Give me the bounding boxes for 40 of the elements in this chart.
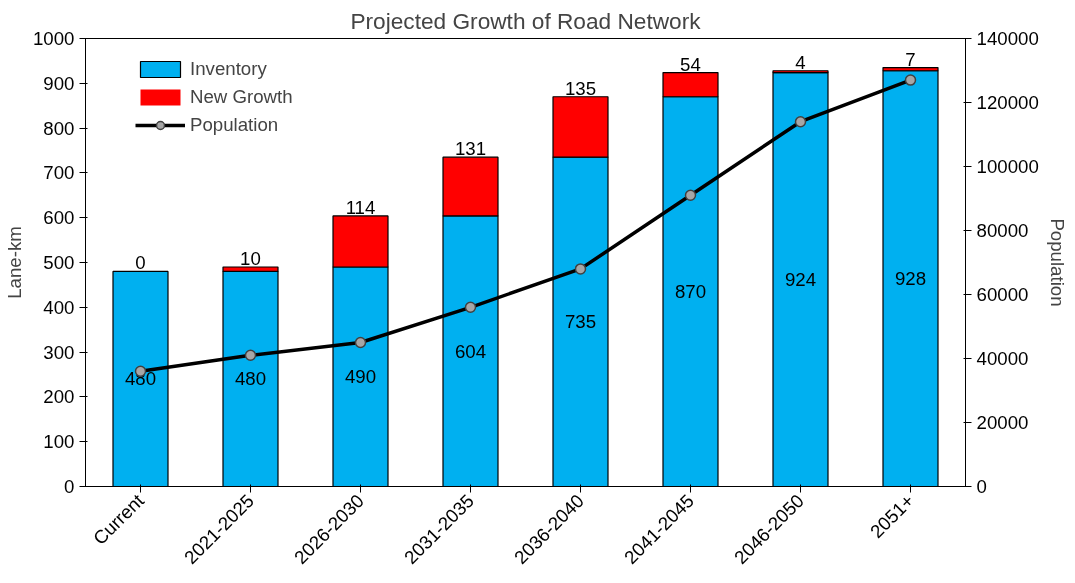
legend-label: Inventory — [190, 58, 267, 80]
y-tick-label: 600 — [43, 207, 75, 229]
y-tick-label: 700 — [43, 162, 75, 184]
y-tick-label: 900 — [43, 72, 75, 94]
legend-label: New Growth — [190, 86, 293, 108]
y-tick-label: 1000 — [33, 28, 75, 49]
y2-tick-label: 40000 — [976, 348, 1029, 369]
y-axis-title: Lane-km — [4, 226, 25, 299]
data-label: 7 — [905, 48, 916, 70]
data-label: 0 — [135, 252, 146, 274]
data-label: 10 — [240, 247, 261, 269]
data-label: 928 — [894, 268, 927, 290]
y2-tick-label: 80000 — [976, 220, 1029, 241]
y-tick-label: 500 — [43, 252, 75, 273]
data-label: 480 — [234, 368, 267, 390]
data-label: 924 — [784, 269, 817, 291]
y-tick-label: 300 — [43, 341, 75, 363]
y-tick-label: 800 — [43, 117, 75, 139]
y2-tick-label: 140000 — [976, 28, 1039, 49]
y2-tick-label: 120000 — [976, 92, 1039, 113]
data-label: 114 — [345, 196, 376, 218]
legend-label: Population — [190, 114, 279, 136]
data-label: 54 — [680, 53, 701, 75]
chart-title: Projected Growth of Road Network — [350, 7, 702, 34]
y-tick-label: 400 — [43, 296, 75, 318]
y2-tick-label: 60000 — [976, 284, 1029, 305]
data-label: 490 — [344, 366, 377, 388]
data-label: 604 — [454, 340, 487, 362]
y2-tick-label: 20000 — [976, 412, 1029, 433]
data-label: 131 — [454, 138, 487, 160]
y-tick-label: 200 — [43, 386, 75, 408]
y2-tick-label: 100000 — [976, 156, 1039, 177]
data-label: 870 — [674, 281, 707, 303]
y2-axis-title: Population — [1046, 218, 1068, 307]
y2-tick-label: 0 — [976, 476, 987, 497]
data-label: 4 — [795, 51, 806, 73]
y-tick-label: 0 — [64, 476, 75, 497]
y-tick-label: 100 — [43, 431, 75, 453]
data-label: 735 — [564, 311, 597, 333]
data-label: 135 — [564, 77, 597, 99]
